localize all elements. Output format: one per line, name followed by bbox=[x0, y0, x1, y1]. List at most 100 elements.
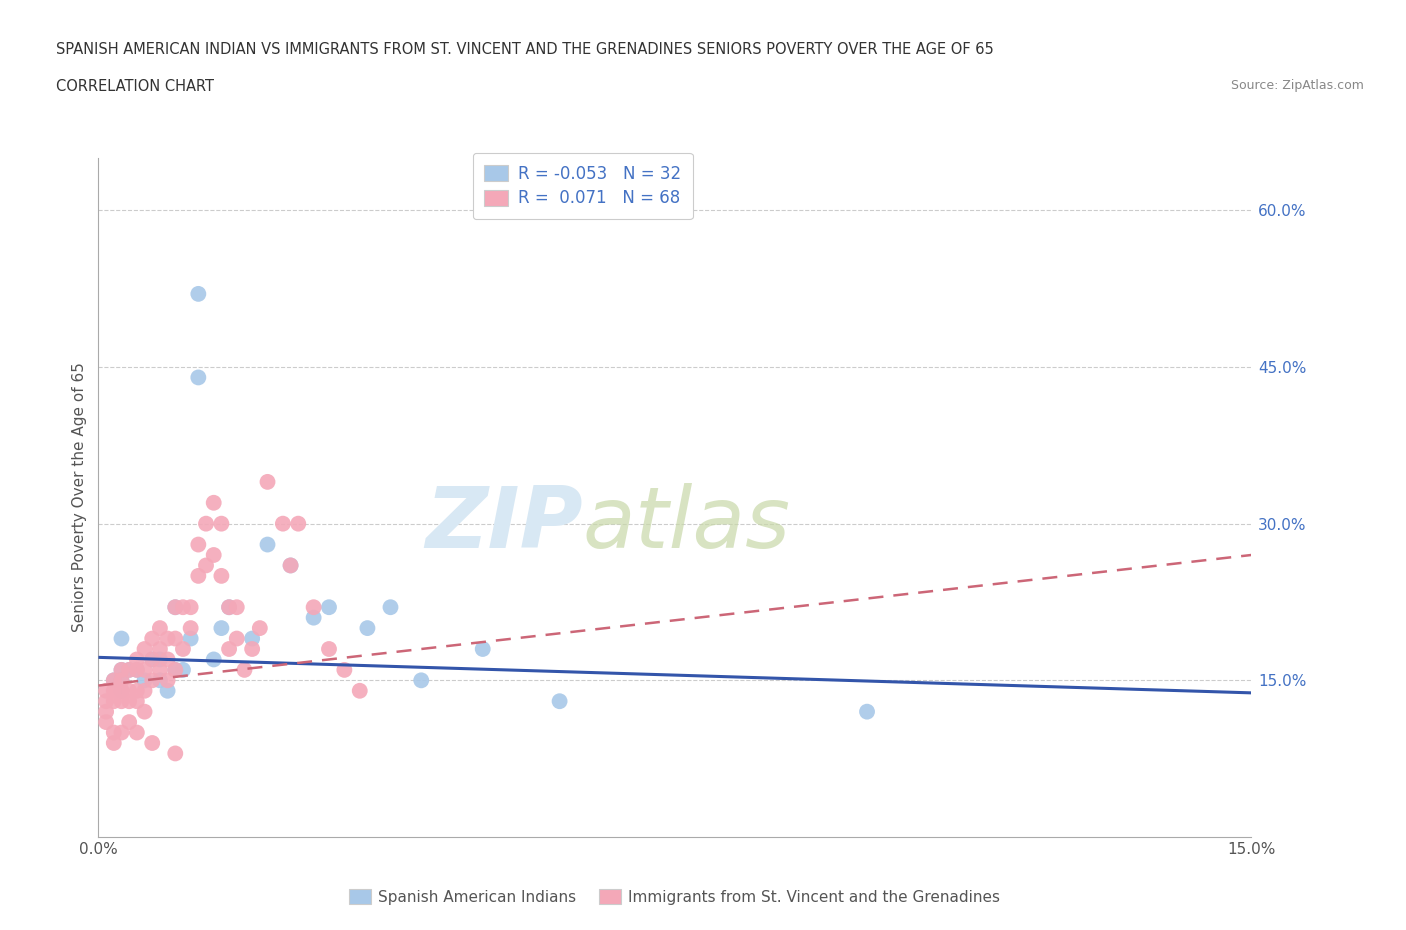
Point bbox=[134, 642, 156, 657]
Point bbox=[218, 600, 240, 615]
Point bbox=[165, 631, 187, 646]
Point bbox=[333, 662, 356, 677]
Point bbox=[195, 516, 218, 531]
Point bbox=[180, 620, 202, 635]
Point bbox=[225, 631, 247, 646]
Point bbox=[149, 642, 172, 657]
Point bbox=[149, 652, 172, 667]
Point bbox=[103, 694, 125, 709]
Point bbox=[110, 673, 132, 688]
Point bbox=[125, 725, 148, 740]
Point bbox=[271, 516, 294, 531]
Point bbox=[134, 684, 156, 698]
Point bbox=[103, 725, 125, 740]
Point bbox=[134, 673, 156, 688]
Point bbox=[156, 673, 179, 688]
Point bbox=[149, 620, 172, 635]
Point bbox=[118, 662, 141, 677]
Point bbox=[165, 662, 187, 677]
Point bbox=[134, 704, 156, 719]
Point bbox=[256, 474, 278, 489]
Point bbox=[110, 631, 132, 646]
Point bbox=[172, 662, 194, 677]
Point bbox=[103, 673, 125, 688]
Point bbox=[202, 652, 225, 667]
Point bbox=[125, 652, 148, 667]
Point bbox=[125, 684, 148, 698]
Point bbox=[256, 538, 278, 552]
Point bbox=[103, 684, 125, 698]
Point bbox=[202, 548, 225, 563]
Point bbox=[240, 642, 263, 657]
Point bbox=[149, 662, 172, 677]
Text: ZIP: ZIP bbox=[425, 484, 582, 566]
Point bbox=[280, 558, 302, 573]
Point bbox=[110, 673, 132, 688]
Point bbox=[318, 642, 340, 657]
Point bbox=[240, 631, 263, 646]
Point bbox=[125, 694, 148, 709]
Point bbox=[233, 662, 256, 677]
Point bbox=[165, 662, 187, 677]
Point bbox=[209, 620, 232, 635]
Point bbox=[156, 652, 179, 667]
Point bbox=[218, 642, 240, 657]
Legend: Spanish American Indians, Immigrants from St. Vincent and the Grenadines: Spanish American Indians, Immigrants fro… bbox=[343, 884, 1007, 910]
Point bbox=[103, 673, 125, 688]
Point bbox=[110, 662, 132, 677]
Point bbox=[141, 652, 163, 667]
Point bbox=[249, 620, 271, 635]
Point bbox=[141, 631, 163, 646]
Point bbox=[94, 684, 117, 698]
Point bbox=[411, 673, 433, 688]
Point bbox=[156, 684, 179, 698]
Point bbox=[195, 558, 218, 573]
Point bbox=[134, 662, 156, 677]
Point bbox=[287, 516, 309, 531]
Text: SPANISH AMERICAN INDIAN VS IMMIGRANTS FROM ST. VINCENT AND THE GRENADINES SENIOR: SPANISH AMERICAN INDIAN VS IMMIGRANTS FR… bbox=[56, 42, 994, 57]
Point bbox=[149, 673, 172, 688]
Point bbox=[110, 684, 132, 698]
Point bbox=[94, 704, 117, 719]
Point bbox=[302, 610, 325, 625]
Point bbox=[218, 600, 240, 615]
Point bbox=[156, 631, 179, 646]
Point bbox=[209, 568, 232, 583]
Point bbox=[356, 620, 378, 635]
Point bbox=[202, 496, 225, 511]
Point bbox=[180, 600, 202, 615]
Point bbox=[110, 684, 132, 698]
Point bbox=[471, 642, 494, 657]
Point bbox=[141, 736, 163, 751]
Point bbox=[187, 286, 209, 301]
Point bbox=[225, 600, 247, 615]
Point bbox=[110, 725, 132, 740]
Point bbox=[172, 600, 194, 615]
Point bbox=[187, 568, 209, 583]
Point bbox=[165, 746, 187, 761]
Point bbox=[125, 662, 148, 677]
Point bbox=[118, 662, 141, 677]
Text: atlas: atlas bbox=[582, 484, 790, 566]
Point bbox=[548, 694, 571, 709]
Point bbox=[187, 370, 209, 385]
Point bbox=[172, 642, 194, 657]
Point bbox=[110, 694, 132, 709]
Point bbox=[110, 662, 132, 677]
Point bbox=[141, 673, 163, 688]
Point bbox=[125, 662, 148, 677]
Point bbox=[118, 714, 141, 729]
Point bbox=[118, 694, 141, 709]
Point bbox=[94, 694, 117, 709]
Y-axis label: Seniors Poverty Over the Age of 65: Seniors Poverty Over the Age of 65 bbox=[72, 363, 87, 632]
Point bbox=[165, 600, 187, 615]
Point bbox=[209, 516, 232, 531]
Point bbox=[141, 652, 163, 667]
Point bbox=[280, 558, 302, 573]
Point bbox=[380, 600, 402, 615]
Text: Source: ZipAtlas.com: Source: ZipAtlas.com bbox=[1230, 79, 1364, 92]
Point bbox=[302, 600, 325, 615]
Point bbox=[349, 684, 371, 698]
Point bbox=[118, 684, 141, 698]
Text: CORRELATION CHART: CORRELATION CHART bbox=[56, 79, 214, 94]
